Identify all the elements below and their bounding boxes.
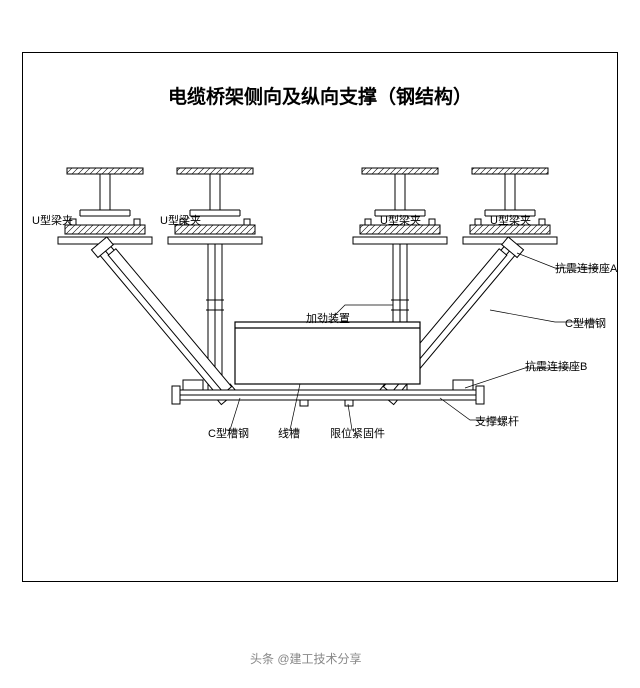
clamp-plates <box>65 219 550 234</box>
beam-1 <box>67 168 143 216</box>
label-clamp2: U型梁夹 <box>160 212 201 228</box>
label-seatB: 抗震连接座B <box>525 358 587 374</box>
diagram-svg <box>0 0 640 688</box>
label-limiter: 限位紧固件 <box>330 425 385 441</box>
label-clamp1: U型梁夹 <box>32 212 73 228</box>
beam-3 <box>362 168 438 216</box>
cable-tray <box>235 322 420 384</box>
label-cchannel-b: C型槽钢 <box>208 425 249 441</box>
label-rod: 支撑螺杆 <box>475 413 519 429</box>
sub-plates <box>58 237 557 244</box>
label-clamp4: U型梁夹 <box>490 212 531 228</box>
label-clamp3: U型梁夹 <box>380 212 421 228</box>
beam-4 <box>472 168 548 216</box>
watermark: 头条 @建工技术分享 <box>250 650 362 667</box>
beam-2 <box>177 168 253 216</box>
label-stiffener: 加劲装置 <box>306 310 350 326</box>
beam-group <box>67 168 548 216</box>
label-trunking: 线槽 <box>278 425 300 441</box>
label-cchannel-r: C型槽钢 <box>565 315 606 331</box>
label-seatA: 抗震连接座A <box>555 260 617 276</box>
